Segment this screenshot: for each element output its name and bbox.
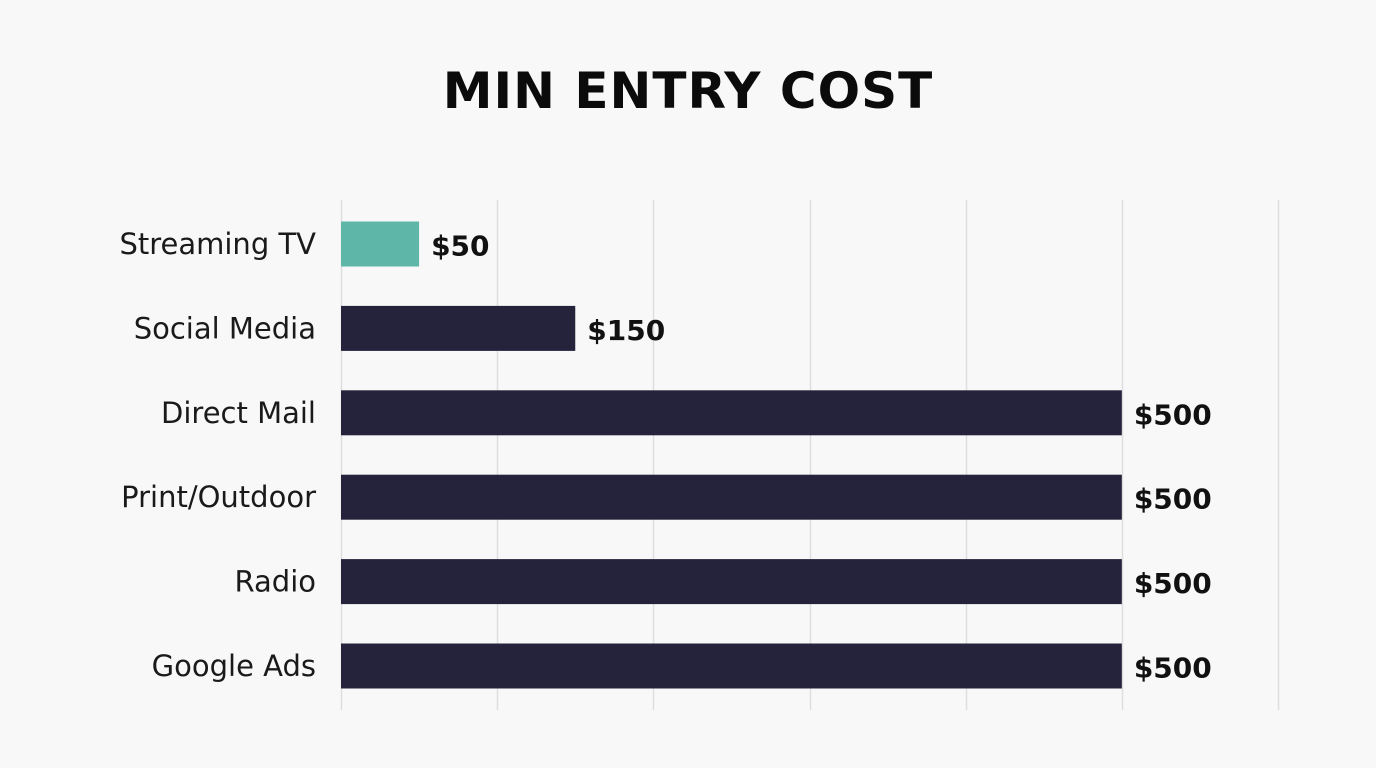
category-label-5: Google Ads [152,649,316,683]
bar-2 [341,390,1122,436]
bar-5 [341,643,1122,689]
bar-4 [341,559,1122,605]
data-label-5: $500 [1134,652,1212,685]
bars [341,221,1122,689]
bar-1 [341,305,576,351]
labels: Streaming TV $50 Social Media $150 Direct Ma… [119,227,1211,685]
data-label-3: $500 [1134,483,1212,516]
category-label-3: Print/Outdoor [121,480,316,514]
data-label-4: $500 [1134,567,1212,600]
chart-title: MIN ENTRY COST [442,62,934,120]
data-label-2: $500 [1134,398,1212,431]
data-label-1: $150 [587,314,665,347]
grid-lines [340,200,1280,710]
category-label-4: Radio [235,565,317,599]
data-label-0: $50 [431,230,489,263]
bar-0 [341,221,420,267]
category-label-1: Social Media [134,311,316,345]
bar-3 [341,474,1122,520]
category-label-0: Streaming TV [119,227,316,261]
category-label-2: Direct Mail [161,396,316,430]
